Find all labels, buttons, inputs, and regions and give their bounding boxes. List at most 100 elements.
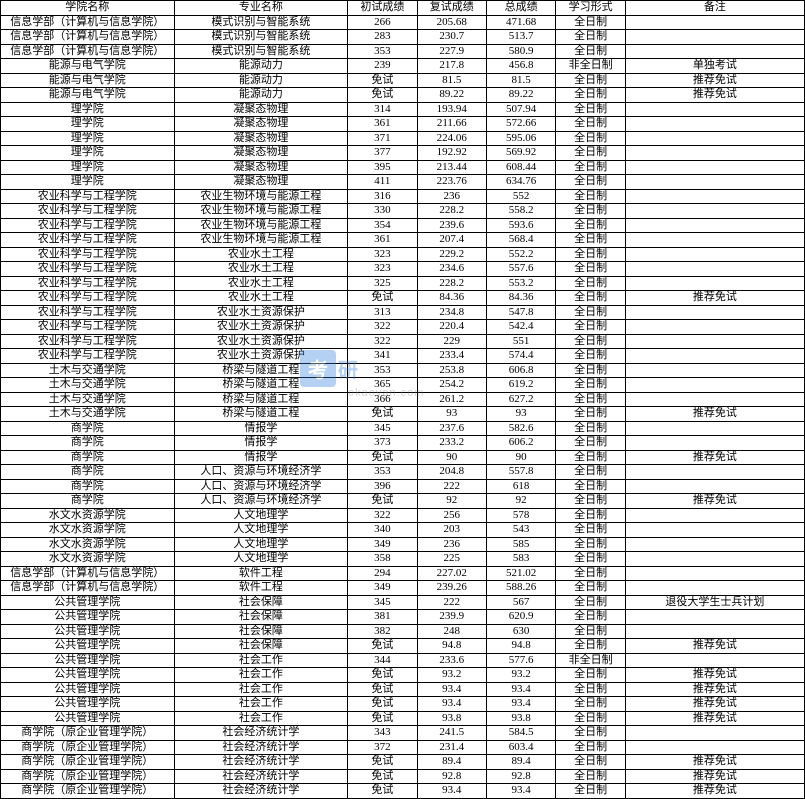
table-cell: 理学院 — [1, 146, 175, 161]
table-cell: 推荐免试 — [625, 668, 804, 683]
table-cell: 192.92 — [417, 146, 486, 161]
table-cell: 人口、资源与环境经济学 — [174, 494, 348, 509]
table-cell: 239.6 — [417, 218, 486, 233]
table-cell — [625, 334, 804, 349]
table-cell: 89.22 — [486, 88, 555, 103]
table-cell: 农业水土工程 — [174, 247, 348, 262]
table-cell: 322 — [348, 320, 417, 335]
table-cell: 农业生物环境与能源工程 — [174, 189, 348, 204]
table-cell: 618 — [486, 479, 555, 494]
table-cell: 全日制 — [556, 160, 625, 175]
table-cell: 381 — [348, 610, 417, 625]
table-cell: 农业生物环境与能源工程 — [174, 204, 348, 219]
table-cell: 社会工作 — [174, 682, 348, 697]
table-row: 农业科学与工程学院农业水土资源保护341233.4574.4全日制 — [1, 349, 805, 364]
table-cell: 574.4 — [486, 349, 555, 364]
col-header-4: 总成绩 — [486, 1, 555, 16]
table-cell — [625, 436, 804, 451]
table-cell: 农业科学与工程学院 — [1, 334, 175, 349]
table-row: 公共管理学院社会工作免试93.493.4全日制推荐免试 — [1, 682, 805, 697]
table-cell — [625, 247, 804, 262]
table-cell: 免试 — [348, 682, 417, 697]
table-row: 公共管理学院社会工作344233.6577.6非全日制 — [1, 653, 805, 668]
table-cell: 社会工作 — [174, 711, 348, 726]
table-cell: 农业科学与工程学院 — [1, 305, 175, 320]
table-cell: 全日制 — [556, 320, 625, 335]
table-cell — [625, 218, 804, 233]
table-cell: 382 — [348, 624, 417, 639]
table-cell: 信息学部（计算机与信息学院） — [1, 30, 175, 45]
table-cell — [625, 363, 804, 378]
table-cell: 395 — [348, 160, 417, 175]
table-cell: 343 — [348, 726, 417, 741]
table-cell: 361 — [348, 117, 417, 132]
table-cell: 理学院 — [1, 175, 175, 190]
table-cell: 理学院 — [1, 160, 175, 175]
table-row: 农业科学与工程学院农业生物环境与能源工程361207.4568.4全日制 — [1, 233, 805, 248]
table-row: 公共管理学院社会工作免试93.893.8全日制推荐免试 — [1, 711, 805, 726]
table-cell: 361 — [348, 233, 417, 248]
table-cell: 全日制 — [556, 494, 625, 509]
table-cell: 全日制 — [556, 305, 625, 320]
table-cell: 90 — [417, 450, 486, 465]
table-cell — [625, 726, 804, 741]
table-cell: 353 — [348, 363, 417, 378]
table-cell — [625, 508, 804, 523]
table-row: 信息学部（计算机与信息学院）模式识别与智能系统266205.68471.68全日… — [1, 15, 805, 30]
table-cell: 89.4 — [486, 755, 555, 770]
table-cell: 全日制 — [556, 349, 625, 364]
table-cell: 推荐免试 — [625, 784, 804, 799]
table-cell: 农业水土工程 — [174, 262, 348, 277]
table-row: 农业科学与工程学院农业水土资源保护313234.8547.8全日制 — [1, 305, 805, 320]
table-cell: 全日制 — [556, 247, 625, 262]
table-row: 农业科学与工程学院农业水土工程325228.2553.2全日制 — [1, 276, 805, 291]
table-cell: 248 — [417, 624, 486, 639]
table-cell: 577.6 — [486, 653, 555, 668]
table-cell: 社会工作 — [174, 697, 348, 712]
table-cell — [625, 581, 804, 596]
table-cell — [625, 189, 804, 204]
table-cell: 81.5 — [486, 73, 555, 88]
table-cell: 能源与电气学院 — [1, 88, 175, 103]
table-cell: 94.8 — [417, 639, 486, 654]
table-cell: 全日制 — [556, 189, 625, 204]
table-cell: 全日制 — [556, 44, 625, 59]
table-cell: 256 — [417, 508, 486, 523]
table-cell: 547.8 — [486, 305, 555, 320]
table-row: 土木与交通学院桥梁与隧道工程免试9393全日制推荐免试 — [1, 407, 805, 422]
table-cell: 商学院 — [1, 421, 175, 436]
table-cell: 全日制 — [556, 697, 625, 712]
table-cell: 582.6 — [486, 421, 555, 436]
table-cell — [625, 305, 804, 320]
table-row: 公共管理学院社会保障381239.9620.9全日制 — [1, 610, 805, 625]
table-row: 能源与电气学院能源动力免试81.581.5全日制推荐免试 — [1, 73, 805, 88]
table-cell: 211.66 — [417, 117, 486, 132]
table-row: 水文水资源学院人文地理学358225583全日制 — [1, 552, 805, 567]
table-cell — [625, 523, 804, 538]
table-cell: 农业水土资源保护 — [174, 320, 348, 335]
table-cell: 全日制 — [556, 102, 625, 117]
table-cell: 公共管理学院 — [1, 624, 175, 639]
table-cell: 推荐免试 — [625, 639, 804, 654]
table-cell: 231.4 — [417, 740, 486, 755]
table-cell: 233.6 — [417, 653, 486, 668]
table-cell: 农业生物环境与能源工程 — [174, 218, 348, 233]
table-cell: 93.8 — [417, 711, 486, 726]
table-cell — [625, 117, 804, 132]
table-cell: 606.2 — [486, 436, 555, 451]
table-cell: 推荐免试 — [625, 407, 804, 422]
table-cell: 社会经济统计学 — [174, 755, 348, 770]
table-cell: 信息学部（计算机与信息学院） — [1, 44, 175, 59]
table-cell: 能源动力 — [174, 88, 348, 103]
table-cell — [625, 233, 804, 248]
table-cell: 免试 — [348, 407, 417, 422]
table-row: 理学院凝聚态物理314193.94507.94全日制 — [1, 102, 805, 117]
table-cell: 314 — [348, 102, 417, 117]
table-cell: 土木与交通学院 — [1, 378, 175, 393]
table-cell: 341 — [348, 349, 417, 364]
table-cell — [625, 30, 804, 45]
table-cell: 345 — [348, 421, 417, 436]
table-cell: 农业水土工程 — [174, 276, 348, 291]
table-cell: 619.2 — [486, 378, 555, 393]
table-cell: 免试 — [348, 711, 417, 726]
